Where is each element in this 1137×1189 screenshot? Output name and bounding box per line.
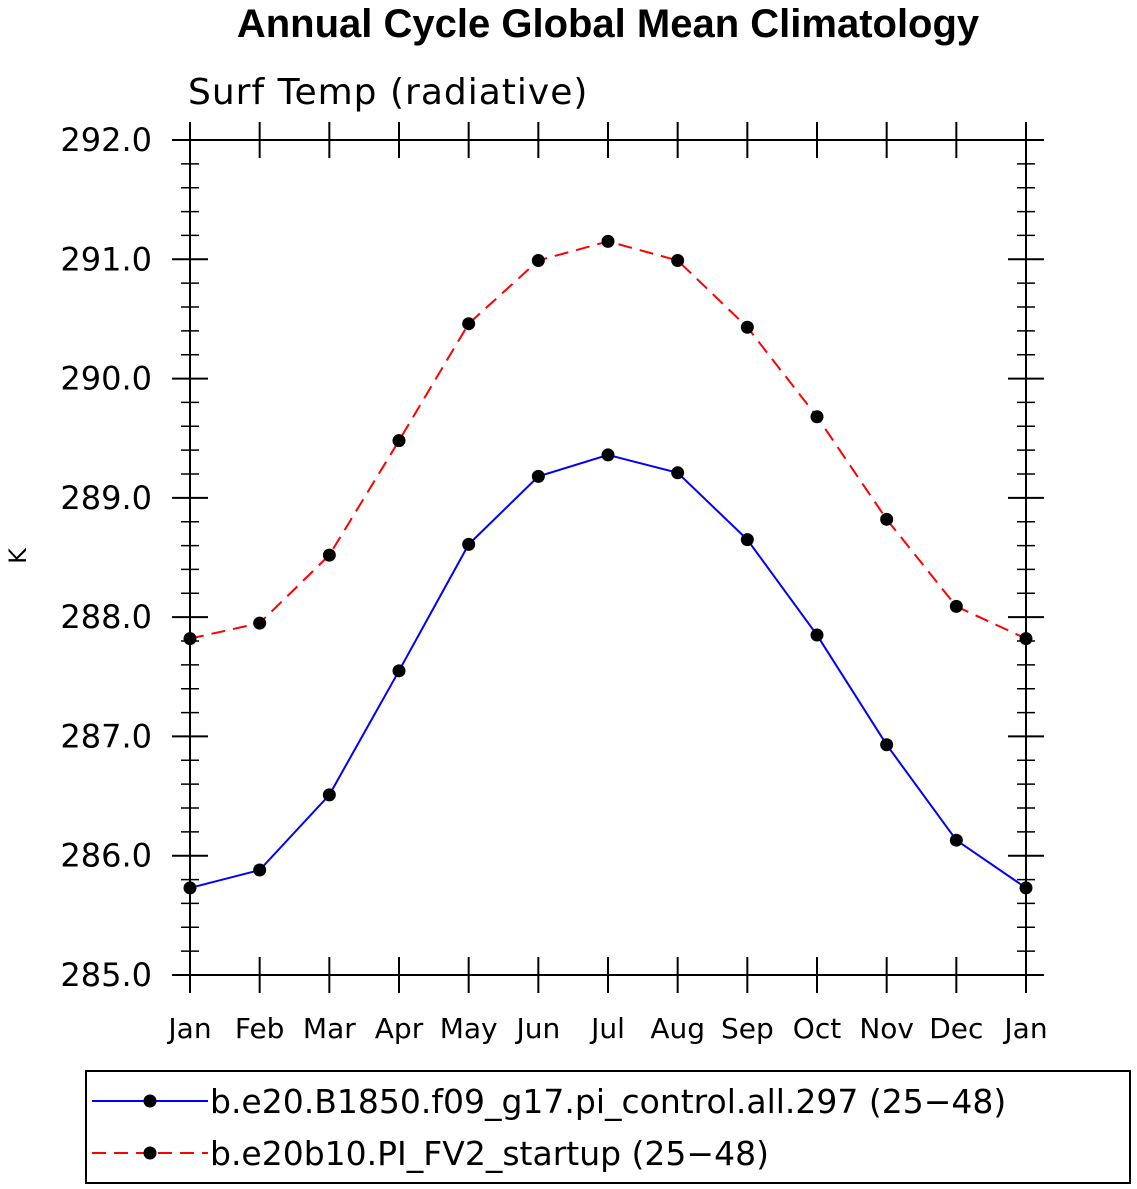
legend-label-1: b.e20.B1850.f09_g17.pi_control.all.297 (…	[210, 1082, 1006, 1121]
x-tick-label: Jun	[514, 1012, 560, 1045]
x-tick-label: Nov	[859, 1012, 914, 1045]
x-tick-label: Mar	[303, 1012, 356, 1045]
series-2-point	[531, 253, 545, 267]
y-tick-label: 290.0	[60, 360, 152, 398]
y-tick-label: 287.0	[60, 717, 152, 755]
y-tick-label: 288.0	[60, 598, 152, 636]
series-2-point	[671, 253, 685, 267]
y-tick-label: 291.0	[60, 240, 152, 278]
series-1-point	[462, 537, 476, 551]
y-axis-label: K	[4, 547, 32, 564]
series-2-point	[740, 320, 754, 334]
series-1-point	[531, 469, 545, 483]
series-2-point	[253, 616, 267, 630]
x-tick-label: Jan	[1002, 1012, 1047, 1045]
y-tick-label: 285.0	[60, 956, 152, 994]
series-line-2	[189, 240, 1027, 640]
x-tick-label: May	[440, 1012, 498, 1045]
series-2-point	[462, 317, 476, 331]
y-tick-label: 289.0	[60, 479, 152, 517]
series-1-point	[253, 863, 267, 877]
chart-title: Annual Cycle Global Mean Climatology	[237, 2, 980, 46]
x-tick-label: Sep	[721, 1012, 774, 1045]
legend: b.e20.B1850.f09_g17.pi_control.all.297 (…	[85, 1070, 1131, 1184]
series-layer	[183, 234, 1033, 895]
x-tick-label: Oct	[793, 1012, 841, 1045]
series-2-point	[322, 548, 336, 562]
x-tick-label: Jul	[589, 1012, 625, 1045]
plot-frame	[189, 139, 1027, 976]
y-tick-label: 292.0	[60, 121, 152, 159]
series-2-point	[601, 234, 615, 248]
legend-marker-1	[143, 1094, 157, 1108]
series-1-point	[880, 738, 894, 752]
x-tick-label: Apr	[375, 1012, 424, 1045]
x-tick-label: Jan	[166, 1012, 211, 1045]
series-2-point	[392, 434, 406, 448]
series-2-point	[949, 599, 963, 613]
series-1-point	[740, 533, 754, 547]
series-line-1	[189, 453, 1027, 889]
x-tick-label: Aug	[650, 1012, 705, 1045]
axis-ticks: 285.0 286.0 287.0 288.0 289.0 290.0 291.0 292.0…	[60, 121, 1047, 1045]
legend-label-2: b.e20b10.PI_FV2_startup (25−48)	[210, 1134, 769, 1173]
series-1-point	[392, 664, 406, 678]
legend-box	[85, 1070, 1131, 1184]
series-1-point	[601, 448, 615, 462]
series-1-point	[322, 788, 336, 802]
y-tick-label: 286.0	[60, 837, 152, 875]
chart-subtitle: Surf Temp (radiative)	[188, 72, 588, 113]
x-tick-label: Feb	[235, 1012, 285, 1045]
series-1-point	[810, 628, 824, 642]
series-1-point	[671, 466, 685, 480]
series-2-point	[810, 410, 824, 424]
series-1-point	[949, 833, 963, 847]
legend-marker-2	[143, 1146, 157, 1160]
x-tick-label: Dec	[929, 1012, 983, 1045]
series-2-point	[880, 512, 894, 526]
